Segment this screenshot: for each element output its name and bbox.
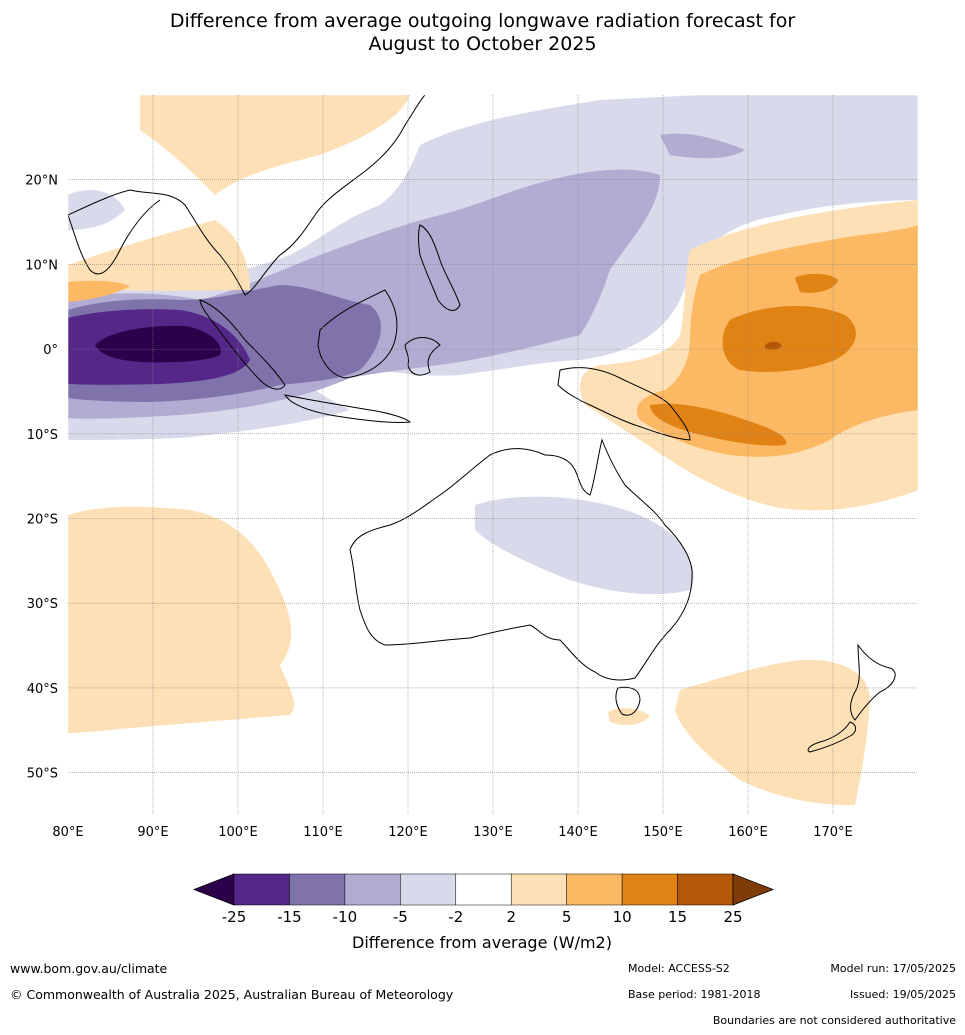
coastlines	[68, 95, 896, 753]
gridlines	[68, 95, 918, 815]
anomaly-light-purple-nw	[68, 190, 125, 230]
longitude-tick-label: 100°E	[218, 825, 258, 840]
longitude-tick-label: 140°E	[558, 825, 598, 840]
longitude-tick-label: 170°E	[813, 825, 853, 840]
latitude-tick-label: 10°S	[27, 428, 58, 443]
colorbar-segment	[289, 873, 346, 906]
model-run-text: Model run: 17/05/2025	[830, 962, 956, 975]
model-text: Model: ACCESS-S2	[628, 962, 730, 975]
anomaly-medium-purple-north	[660, 133, 745, 159]
new-zealand-south-coastline	[807, 721, 857, 753]
colorbar-segment	[344, 873, 401, 906]
longitude-labels: 80°E 90°E 100°E 110°E 120°E 130°E 140°E 150°E 16…	[52, 825, 852, 840]
colorbar-tick-label: -5	[393, 908, 408, 926]
colorbar-extension-high	[732, 873, 775, 906]
colorbar-tick-label: 2	[506, 908, 516, 926]
colorbar	[192, 873, 775, 906]
anomaly-light-orange-tasman	[675, 659, 870, 806]
latitude-tick-label: 20°S	[27, 513, 58, 528]
colorbar-tick-label: 10	[613, 908, 632, 926]
colorbar-tick-label: 5	[562, 908, 572, 926]
latitude-tick-label: 20°N	[25, 174, 58, 189]
asia-coastline	[68, 95, 426, 296]
anomaly-dark-orange-north	[795, 273, 838, 293]
colorbar-segment	[566, 873, 623, 906]
philippines-coastline	[418, 224, 461, 311]
latitude-tick-label: 50°S	[27, 767, 58, 782]
title-line-1: Difference from average outgoing longwav…	[169, 10, 796, 32]
colorbar-segment	[621, 873, 678, 906]
copyright-text: © Commonwealth of Australia 2025, Austra…	[10, 987, 454, 1002]
website-link[interactable]: www.bom.gov.au/climate	[10, 961, 168, 976]
anomaly-darkest-purple	[95, 325, 221, 363]
latitude-tick-label: 30°S	[27, 597, 58, 612]
longitude-tick-label: 90°E	[137, 825, 168, 840]
longitude-tick-label: 80°E	[52, 825, 83, 840]
anomaly-light-orange-tas	[608, 708, 650, 725]
latitude-tick-label: 0°	[43, 343, 58, 358]
anomaly-dark-orange	[722, 305, 856, 372]
new-guinea-coastline	[557, 367, 691, 441]
sulawesi-coastline	[404, 337, 441, 376]
colorbar-tick-label: 15	[668, 908, 687, 926]
latitude-tick-label: 40°S	[27, 682, 58, 697]
borneo-coastline	[317, 289, 398, 379]
longitude-tick-label: 130°E	[473, 825, 513, 840]
colorbar-tick-label: -2	[448, 908, 463, 926]
disclaimer-text: Boundaries are not considered authoritat…	[712, 1014, 956, 1027]
colorbar-segment	[677, 873, 734, 906]
colorbar-tick-label: -15	[277, 908, 302, 926]
base-period-text: Base period: 1981-2018	[628, 988, 761, 1001]
anomaly-light-orange-china	[140, 95, 410, 195]
issued-text: Issued: 19/05/2025	[849, 988, 956, 1001]
colorbar-title: Difference from average (W/m2)	[352, 933, 612, 952]
anomaly-light-orange-india	[68, 220, 250, 302]
anomaly-orange-india	[68, 280, 130, 302]
longitude-tick-label: 110°E	[303, 825, 343, 840]
chart-title: Difference from average outgoing longwav…	[0, 10, 965, 56]
india-coastline	[68, 199, 161, 275]
anomaly-light-orange-southwest	[68, 506, 295, 733]
tasmania-coastline	[615, 686, 641, 716]
colorbar-segment	[400, 873, 457, 906]
colorbar-extension-low	[192, 873, 235, 906]
colorbar-tick-label: -25	[222, 908, 247, 926]
colorbar-segment	[510, 873, 567, 906]
title-line-2: August to October 2025	[368, 33, 597, 55]
latitude-labels: 20°N 10°N 0° 10°S 20°S 30°S 40°S 50°S	[25, 174, 58, 782]
colorbar-tick-label: -10	[333, 908, 358, 926]
new-zealand-north-coastline	[850, 643, 896, 721]
colorbar-segment	[455, 873, 512, 906]
java-coastline	[283, 394, 412, 423]
australia-coastline	[349, 438, 693, 681]
anomaly-fields	[68, 95, 918, 806]
longitude-tick-label: 120°E	[388, 825, 428, 840]
anomaly-dark-orange-png	[650, 403, 787, 446]
anomaly-light-purple-australia	[475, 496, 694, 595]
anomaly-darkest-orange	[765, 341, 782, 350]
longitude-tick-label: 160°E	[728, 825, 768, 840]
colorbar-tick-labels: -25 -15 -10 -5 -2 2 5 10 15 25	[222, 908, 743, 926]
latitude-tick-label: 10°N	[25, 258, 58, 273]
longitude-tick-label: 150°E	[643, 825, 683, 840]
colorbar-tick-label: 25	[723, 908, 742, 926]
colorbar-segment	[233, 873, 290, 906]
sumatra-coastline	[199, 299, 286, 390]
